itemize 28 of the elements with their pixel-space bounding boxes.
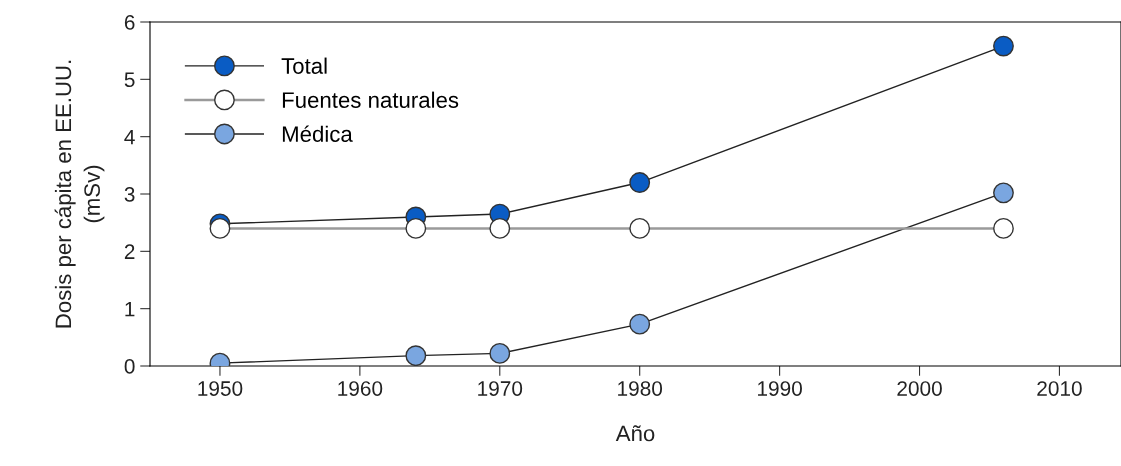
point: [629, 313, 651, 335]
legend-label: Total: [281, 57, 327, 74]
point: [405, 345, 427, 366]
y-tick-label: 1: [125, 301, 135, 317]
x-tick-label: 2000: [897, 381, 942, 396]
point: [993, 182, 1014, 204]
point: [993, 35, 1014, 57]
legend-label: Médica: [282, 125, 353, 142]
legend-label: Fuentes naturales: [282, 91, 459, 108]
x-tick-label: 1970: [478, 381, 523, 396]
point: [405, 217, 427, 239]
point: [489, 217, 511, 239]
x-tick-label: 1950: [198, 381, 243, 396]
y-tick-label: 6: [124, 15, 135, 30]
y-tick-label: 3: [124, 187, 135, 202]
x-axis-title: Año: [615, 425, 655, 442]
point: [629, 172, 651, 193]
y-tick-label: 2: [124, 244, 135, 259]
x-tick-label: 1980: [618, 381, 663, 396]
y-tick-label: 0: [124, 359, 135, 374]
y-tick-label: 5: [124, 72, 135, 88]
x-tick-label: 1990: [758, 381, 802, 396]
point: [489, 342, 511, 364]
y-axis-title: Dosis per cápita en EE.UU. (mSv): [54, 60, 105, 328]
point: [629, 217, 651, 239]
x-tick-label: 2010: [1037, 381, 1082, 396]
x-tick-label: 1960: [338, 381, 383, 396]
y-tick-label: 4: [124, 129, 135, 145]
